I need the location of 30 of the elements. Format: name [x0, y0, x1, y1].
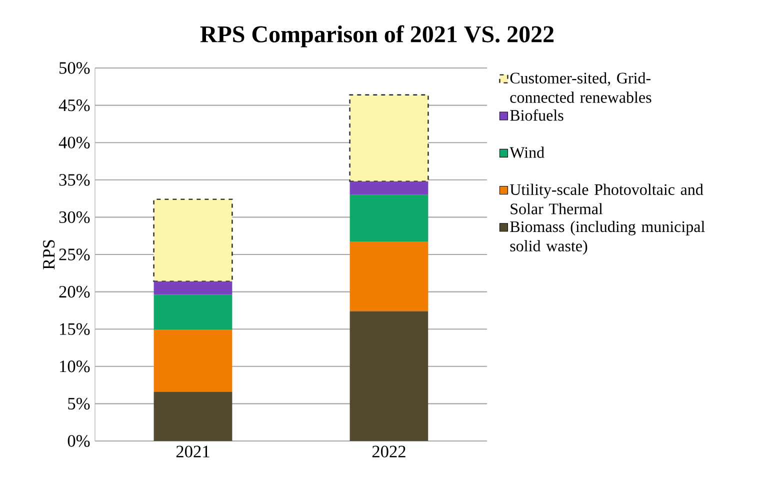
legend-label: Biofuels: [510, 109, 564, 121]
legend-label: Customer-sited, Grid-connected renewables: [510, 72, 652, 103]
x-tick-label: 2021: [176, 446, 210, 458]
legend-label: Wind: [510, 146, 544, 158]
bar: [154, 281, 232, 295]
y-tick-label: 30%: [59, 211, 90, 224]
bar: [350, 181, 428, 195]
y-tick-label: 0%: [68, 435, 90, 447]
y-tick-label: 15%: [60, 323, 90, 335]
bar: [350, 242, 428, 312]
legend-label: Utility-scale Photovoltaic and Solar Thermal: [510, 184, 704, 214]
bar: [154, 330, 232, 392]
chart-title: RPS Comparison of 2021 VS. 2022: [200, 25, 554, 48]
bar: [153, 198, 233, 282]
y-tick-label: 10%: [60, 360, 90, 372]
y-tick-label: 40%: [58, 136, 90, 148]
x-tick-label: 2022: [372, 446, 406, 458]
bar: [350, 311, 428, 441]
y-tick-label: 5%: [68, 398, 90, 410]
bar: [349, 94, 429, 182]
legend-label: Biomass (including municipal solid waste): [510, 220, 705, 255]
y-tick-label: 20%: [59, 286, 90, 298]
y-tick-label: 35%: [59, 174, 90, 186]
y-tick-label: 50%: [60, 62, 90, 74]
bar: [154, 392, 232, 441]
y-tick-label: 45%: [58, 99, 90, 112]
y-axis-title: RPS: [43, 240, 55, 270]
bar: [350, 194, 428, 242]
y-tick-label: 25%: [59, 248, 90, 260]
bar: [154, 294, 232, 330]
